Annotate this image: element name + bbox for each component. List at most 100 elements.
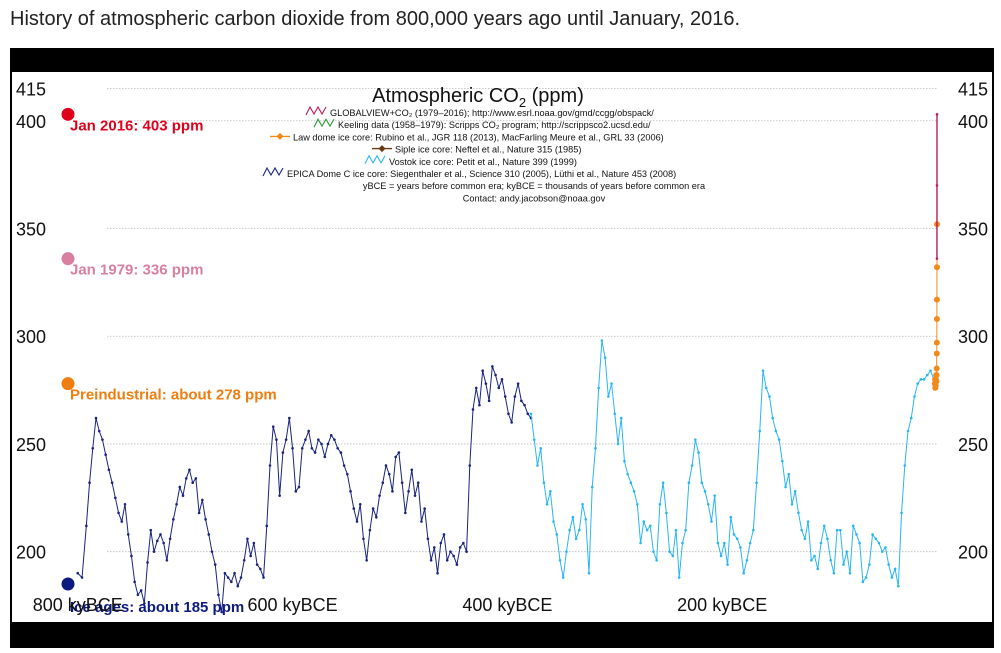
data-point <box>677 576 681 579</box>
data-point <box>926 373 929 377</box>
data-point <box>155 539 159 543</box>
annotation-marker <box>61 107 75 121</box>
data-point <box>607 395 610 398</box>
data-point <box>139 589 143 592</box>
data-point <box>652 550 655 553</box>
data-point <box>329 434 333 437</box>
data-point <box>723 541 726 545</box>
figure-caption: History of atmospheric carbon dioxide fr… <box>10 8 741 30</box>
data-point <box>784 485 787 489</box>
data-point <box>516 382 520 385</box>
data-point <box>500 378 504 381</box>
data-point <box>462 541 465 545</box>
data-point <box>893 567 897 571</box>
data-point <box>729 515 733 519</box>
legend-marker <box>305 105 327 116</box>
data-point <box>880 550 884 553</box>
data-point <box>681 541 684 545</box>
y-tick-label-left: 350 <box>16 220 46 240</box>
legend-marker <box>262 166 284 177</box>
data-point <box>474 386 478 390</box>
data-point <box>439 541 443 545</box>
legend-entry: Law dome ice core: Rubino et al., JGR 11… <box>293 132 664 142</box>
data-point <box>445 558 449 562</box>
data-point <box>851 524 855 528</box>
chart-title-main: Atmospheric CO <box>372 85 519 107</box>
data-point <box>236 584 240 588</box>
data-point <box>233 571 236 575</box>
data-point <box>336 446 339 450</box>
x-tick-label: 600 kyBCE <box>248 595 338 615</box>
data-point <box>642 520 646 523</box>
x-tick-label: 200 kyBCE <box>677 595 767 615</box>
data-point <box>861 580 865 584</box>
data-point <box>491 365 494 368</box>
data-point <box>152 550 156 553</box>
data-point <box>281 451 285 454</box>
data-point <box>375 515 378 519</box>
data-point <box>922 378 926 381</box>
data-point <box>97 429 101 433</box>
data-point <box>742 571 745 575</box>
data-point <box>616 442 620 446</box>
data-point <box>610 382 613 385</box>
data-point <box>816 567 820 571</box>
data-point <box>181 494 185 497</box>
annotations: Jan 2016: 403 ppm Jan 1979: 336 ppm Preind… <box>61 107 277 616</box>
data-point <box>333 438 336 441</box>
data-point <box>76 571 80 575</box>
data-point <box>739 546 742 549</box>
data-point <box>632 490 636 493</box>
data-point <box>394 455 397 459</box>
data-point <box>123 502 127 506</box>
data-point <box>700 481 704 485</box>
data-point <box>172 518 175 521</box>
data-point <box>400 481 404 485</box>
data-point <box>133 580 136 584</box>
data-point <box>790 502 794 506</box>
annotation-marker <box>61 252 75 266</box>
data-point <box>687 481 691 485</box>
data-point <box>117 511 120 515</box>
data-point <box>342 464 346 467</box>
series-lines <box>76 113 940 614</box>
data-point <box>542 481 546 485</box>
data-point <box>933 350 940 357</box>
x-tick-label: 400 kyBCE <box>462 595 552 615</box>
data-point <box>671 554 675 558</box>
data-point <box>842 563 845 566</box>
chart-title: Atmospheric CO2 (ppm) <box>372 85 584 110</box>
data-point <box>581 502 584 506</box>
y-tick-label-right: 200 <box>958 543 988 563</box>
data-point <box>197 511 201 515</box>
data-point <box>726 563 729 566</box>
data-point <box>168 537 172 541</box>
data-point <box>503 395 507 398</box>
data-point <box>458 546 462 549</box>
data-point <box>768 395 771 398</box>
data-point <box>194 477 198 480</box>
data-point <box>80 576 84 579</box>
data-point <box>858 541 861 545</box>
data-point <box>694 438 697 441</box>
data-point <box>561 576 565 579</box>
x-tick-label: 800 kyBCE <box>33 595 123 615</box>
data-point <box>613 412 617 416</box>
data-point <box>230 580 233 584</box>
data-point <box>484 382 488 385</box>
data-point <box>368 528 372 532</box>
series-line <box>530 340 935 587</box>
data-point <box>426 537 430 541</box>
data-point <box>793 490 797 493</box>
data-point <box>191 481 194 485</box>
data-point <box>271 425 275 429</box>
chart-frame: Jan 2016: 403 ppm Jan 1979: 336 ppm Preind… <box>10 48 994 648</box>
data-point <box>532 438 536 441</box>
annotation-label: Preindustrial: about 278 ppm <box>70 387 277 404</box>
data-point <box>416 481 420 485</box>
data-point <box>397 451 401 454</box>
data-point <box>307 429 310 433</box>
data-point <box>207 533 211 536</box>
data-point <box>552 520 555 523</box>
data-point <box>423 507 426 510</box>
